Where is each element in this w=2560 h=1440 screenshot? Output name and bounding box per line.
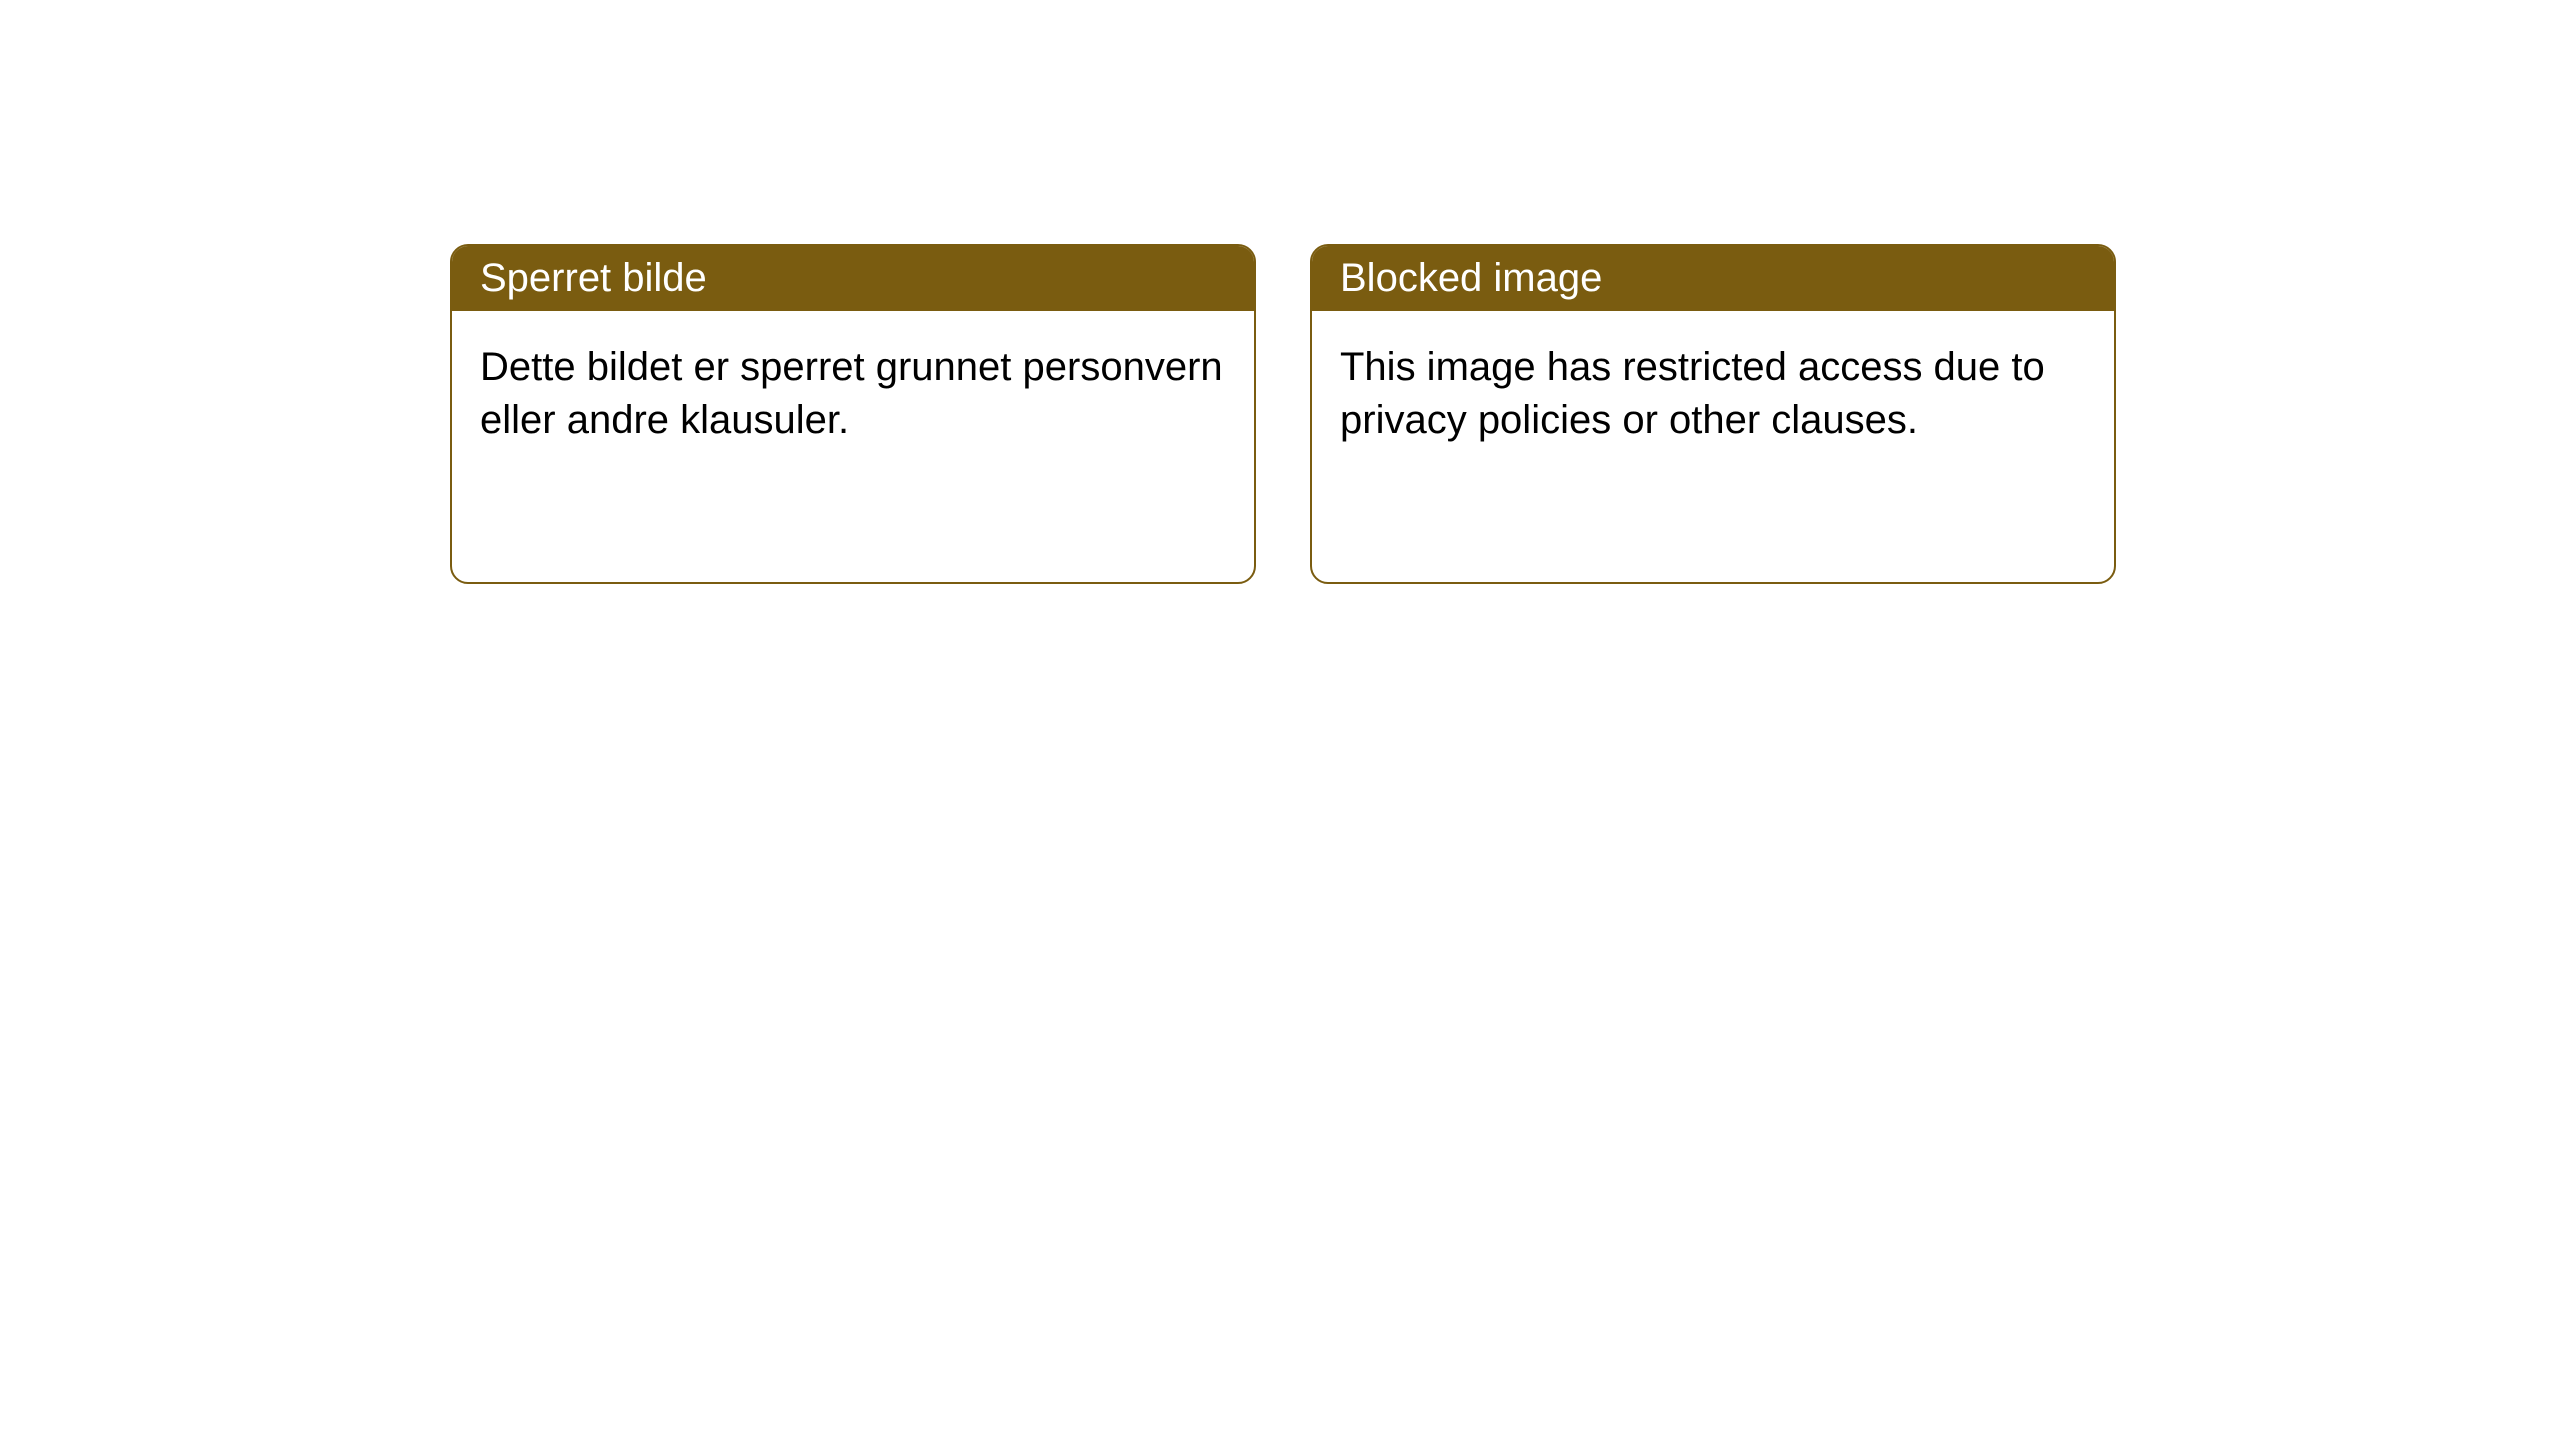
card-title-en: Blocked image bbox=[1312, 246, 2114, 311]
notice-container: Sperret bilde Dette bildet er sperret gr… bbox=[0, 0, 2560, 584]
card-body-en: This image has restricted access due to … bbox=[1312, 311, 2114, 477]
card-title-no: Sperret bilde bbox=[452, 246, 1254, 311]
blocked-image-card-no: Sperret bilde Dette bildet er sperret gr… bbox=[450, 244, 1256, 584]
blocked-image-card-en: Blocked image This image has restricted … bbox=[1310, 244, 2116, 584]
card-body-no: Dette bildet er sperret grunnet personve… bbox=[452, 311, 1254, 477]
